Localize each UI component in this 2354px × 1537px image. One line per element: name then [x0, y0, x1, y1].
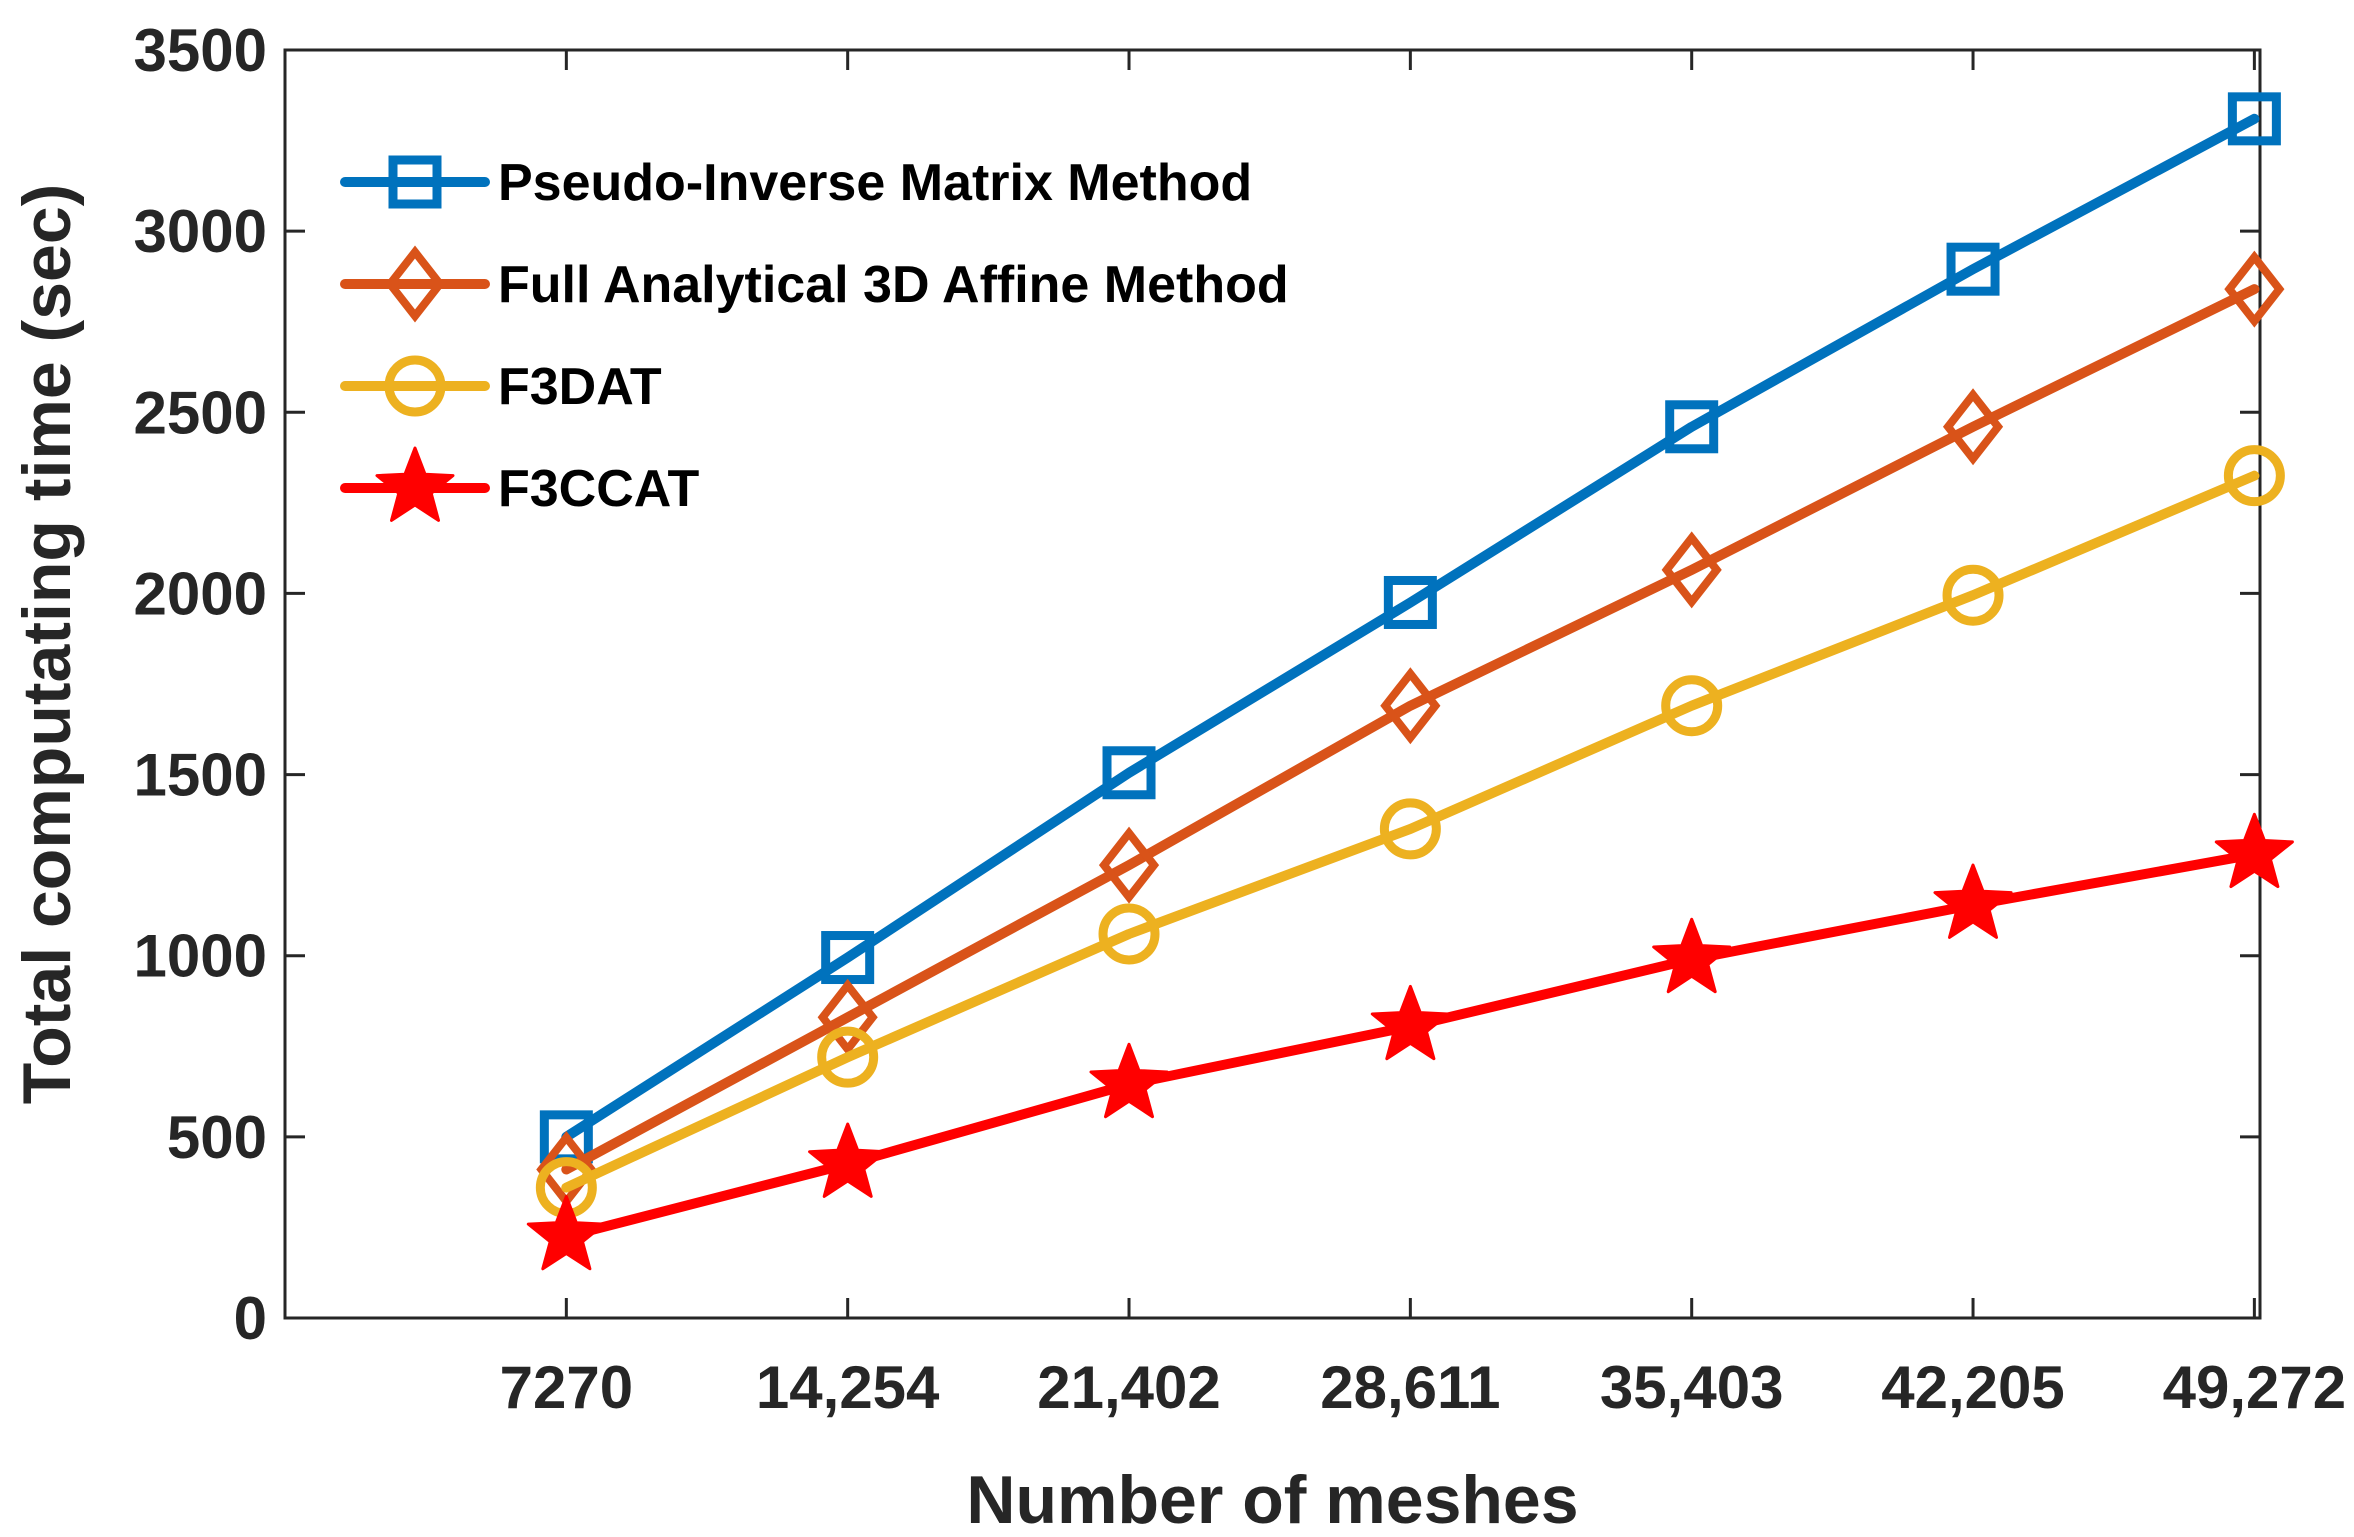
- plot-area: [283, 48, 2262, 1320]
- legend-label: Pseudo-Inverse Matrix Method: [498, 154, 1252, 212]
- data-point-star: [526, 1195, 606, 1271]
- x-tick-label: 7270: [500, 1354, 633, 1421]
- data-point-square: [2227, 92, 2281, 146]
- data-point-diamond: [1098, 826, 1160, 904]
- data-point-diamond: [1661, 531, 1722, 609]
- x-axis-tick-labels: 7270 14,254 21,402 28,611 35,403 42,205 49,272: [500, 1354, 2347, 1421]
- data-point-diamond: [2224, 250, 2285, 328]
- series-2: [536, 250, 2285, 1208]
- y-tick-label: 2000: [134, 560, 267, 627]
- y-tick-label: 1500: [134, 742, 267, 809]
- legend-label: Full Analytical 3D Affine Method: [498, 256, 1289, 314]
- x-tick-label: 49,272: [2163, 1354, 2347, 1421]
- data-point-star: [2214, 812, 2294, 889]
- y-tick-label: 2500: [134, 379, 267, 446]
- y-tick-label: 0: [234, 1285, 267, 1352]
- data-point-star: [1370, 984, 1450, 1061]
- legend-item: Full Analytical 3D Affine Method: [340, 245, 1289, 323]
- x-tick-label: 14,254: [756, 1354, 940, 1421]
- y-tick-label: 500: [167, 1104, 267, 1171]
- y-axis-label: Total computating time (sec): [9, 184, 85, 1105]
- legend-item: F3DAT: [340, 355, 662, 417]
- data-point-star: [1933, 863, 2013, 939]
- data-point-diamond: [817, 978, 878, 1056]
- x-axis-label: Number of meshes: [966, 1462, 1578, 1537]
- y-tick-label: 3000: [134, 198, 267, 265]
- y-axis-tick-labels: 0 500 1000 1500 2000 2500 3000 3500: [134, 17, 267, 1352]
- legend-marker-square: [388, 155, 442, 209]
- x-tick-label: 42,205: [1881, 1354, 2065, 1421]
- series-line: [561, 284, 2260, 1175]
- data-point-square: [1383, 575, 1437, 629]
- data-point-star: [1652, 917, 1732, 994]
- legend-item: F3CCAT: [340, 446, 699, 522]
- legend-item: Pseudo-Inverse Matrix Method: [340, 154, 1252, 212]
- data-point-diamond: [1942, 388, 2004, 466]
- series-line: [561, 470, 2260, 1193]
- series-line: [561, 113, 2260, 1142]
- data-point-square: [1102, 746, 1156, 800]
- y-tick-label: 3500: [134, 17, 267, 84]
- series-line: [561, 849, 2260, 1242]
- legend-marker-star: [375, 446, 455, 522]
- x-tick-label: 28,611: [1320, 1354, 1500, 1421]
- legend-marker-diamond: [384, 245, 446, 323]
- data-point-diamond: [1380, 667, 1441, 745]
- data-point-circle: [1661, 675, 1723, 737]
- data-point-star: [1089, 1042, 1169, 1119]
- data-point-circle: [1379, 798, 1441, 860]
- x-tick-label: 21,402: [1037, 1354, 1221, 1421]
- axis-ticks: [285, 48, 2260, 1320]
- data-point-star: [808, 1122, 888, 1198]
- data-point-circle: [817, 1026, 879, 1088]
- data-point-square: [1665, 400, 1719, 454]
- y-tick-label: 1000: [134, 923, 267, 990]
- data-point-square: [1946, 242, 2000, 296]
- legend-marker-circle: [384, 355, 446, 417]
- legend: Pseudo-Inverse Matrix Method Full Analyti…: [340, 154, 1289, 522]
- data-point-circle: [1942, 564, 2004, 626]
- series-4: [526, 812, 2294, 1271]
- data-point-circle: [2223, 445, 2285, 507]
- series-3: [535, 445, 2285, 1219]
- series-layer: [526, 92, 2294, 1271]
- legend-label: F3DAT: [498, 358, 662, 416]
- x-tick-label: 35,403: [1600, 1354, 1784, 1421]
- legend-label: F3CCAT: [498, 460, 699, 518]
- data-point-circle: [1098, 903, 1160, 965]
